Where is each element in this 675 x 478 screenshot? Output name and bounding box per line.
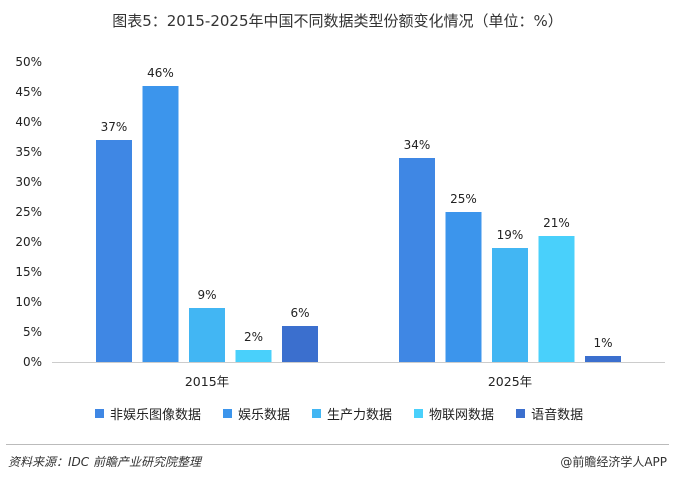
legend-swatch	[223, 409, 233, 418]
legend-item: 娱乐数据	[223, 404, 290, 423]
legend-item: 语音数据	[516, 404, 583, 423]
category-labels-group: 2015年 2025年	[185, 374, 532, 389]
legend-swatch	[312, 409, 322, 418]
legend-swatch	[414, 409, 424, 418]
x-category-label: 2015年	[185, 374, 229, 389]
legend-item: 生产力数据	[312, 404, 392, 423]
bar-data-label: 9%	[197, 288, 216, 302]
legend-item: 非娱乐图像数据	[95, 404, 201, 423]
bar-data-label: 34%	[404, 138, 431, 152]
bar-data-label: 25%	[450, 192, 477, 206]
legend-label: 生产力数据	[327, 408, 393, 423]
legend-label: 非娱乐图像数据	[110, 408, 202, 423]
bar	[189, 308, 225, 362]
y-tick-label: 10%	[15, 295, 42, 309]
source-note: 资料来源：IDC 前瞻产业研究院整理	[8, 455, 201, 469]
y-tick-label: 40%	[15, 115, 42, 129]
bar	[96, 140, 132, 362]
bar-data-label: 19%	[497, 228, 524, 242]
y-tick-label: 50%	[15, 55, 42, 69]
bar-data-label: 46%	[147, 66, 174, 80]
bars-group	[96, 86, 621, 362]
bar	[282, 326, 318, 362]
bar	[492, 248, 528, 362]
bar-data-label: 2%	[244, 330, 263, 344]
y-tick-label: 0%	[23, 355, 42, 369]
y-tick-label: 45%	[15, 85, 42, 99]
chart-title: 图表5：2015-2025年中国不同数据类型份额变化情况（单位：%）	[112, 12, 563, 30]
y-tick-label: 35%	[15, 145, 42, 159]
legend-label: 物联网数据	[429, 408, 495, 423]
bar-data-label: 1%	[593, 336, 612, 350]
legend: 非娱乐图像数据 娱乐数据 生产力数据 物联网数据 语音数据	[95, 404, 583, 423]
bar	[585, 356, 621, 362]
bar-chart: 0% 5% 10% 15% 20% 25% 30% 35% 40% 45% 50% 37% 46% 9%…	[15, 55, 665, 389]
legend-label: 语音数据	[531, 408, 584, 423]
brand-credit: @前瞻经济学人APP	[560, 453, 667, 470]
brand-text: @前瞻经济学人APP	[560, 455, 667, 469]
y-axis: 0% 5% 10% 15% 20% 25% 30% 35% 40% 45% 50%	[15, 55, 42, 369]
bar	[445, 212, 482, 362]
legend-label: 娱乐数据	[238, 408, 291, 423]
bar-data-label: 6%	[290, 306, 309, 320]
y-tick-label: 15%	[15, 265, 42, 279]
bar	[538, 236, 575, 362]
bar-data-label: 37%	[101, 120, 128, 134]
data-labels-group: 37% 46% 9% 2% 6% 34% 25% 19% 21% 1%	[101, 66, 613, 350]
bar	[235, 350, 272, 362]
y-tick-label: 25%	[15, 205, 42, 219]
bar	[399, 158, 435, 362]
y-tick-label: 5%	[23, 325, 42, 339]
y-tick-label: 20%	[15, 235, 42, 249]
x-category-label: 2025年	[488, 374, 532, 389]
y-tick-label: 30%	[15, 175, 42, 189]
bar	[142, 86, 179, 362]
bar-data-label: 21%	[543, 216, 570, 230]
legend-swatch	[516, 409, 526, 418]
legend-swatch	[95, 409, 104, 418]
legend-item: 物联网数据	[414, 404, 494, 423]
footer-divider	[6, 444, 669, 445]
